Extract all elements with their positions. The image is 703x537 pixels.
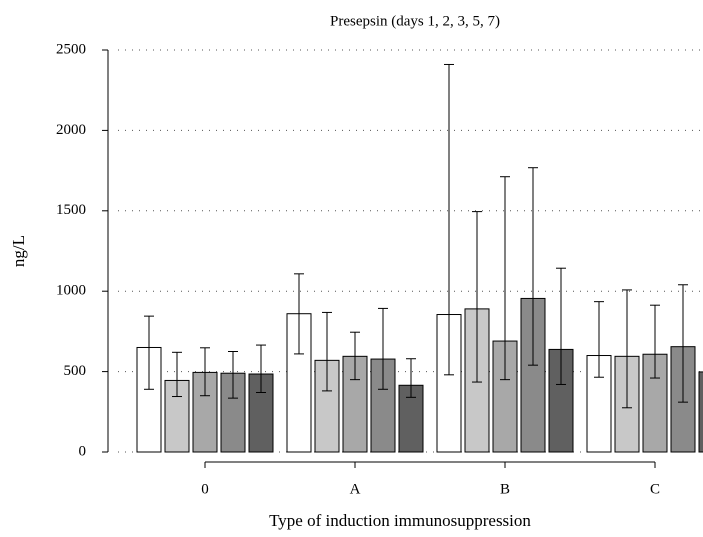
y-tick-label: 2000 [56,122,86,138]
error-bar [294,273,304,355]
error-bar [650,304,660,379]
y-tick-label: 500 [64,363,87,379]
y-tick-label: 1000 [56,283,86,299]
error-bar [678,284,688,403]
error-bar [144,315,154,390]
error-bar [444,63,454,376]
error-bar [528,167,538,366]
error-bar [406,358,416,398]
x-tick-label: 0 [201,481,209,497]
y-tick-label: 0 [79,443,87,459]
error-bar [228,351,238,399]
x-tick-label: B [500,481,510,497]
bar [698,371,703,453]
y-tick-label: 2500 [56,41,86,57]
error-bar [472,211,482,383]
error-bar [622,289,632,409]
error-bar [556,267,566,385]
x-tick-label: A [350,481,361,497]
bar [314,359,340,453]
bar [436,314,462,453]
error-bar [378,307,388,390]
y-axis-label: ng/L [9,235,28,267]
error-bar [594,301,604,378]
error-bar [256,344,266,394]
chart-title: Presepsin (days 1, 2, 3, 5, 7) [330,13,500,29]
y-tick-label: 1500 [56,202,86,218]
x-tick-label: C [650,481,660,497]
error-bar [172,351,182,398]
error-bar [350,331,360,381]
error-bar [500,176,510,381]
error-bar [322,311,332,392]
x-axis-label: Type of induction immunosuppression [269,511,531,530]
error-bar [200,347,210,397]
